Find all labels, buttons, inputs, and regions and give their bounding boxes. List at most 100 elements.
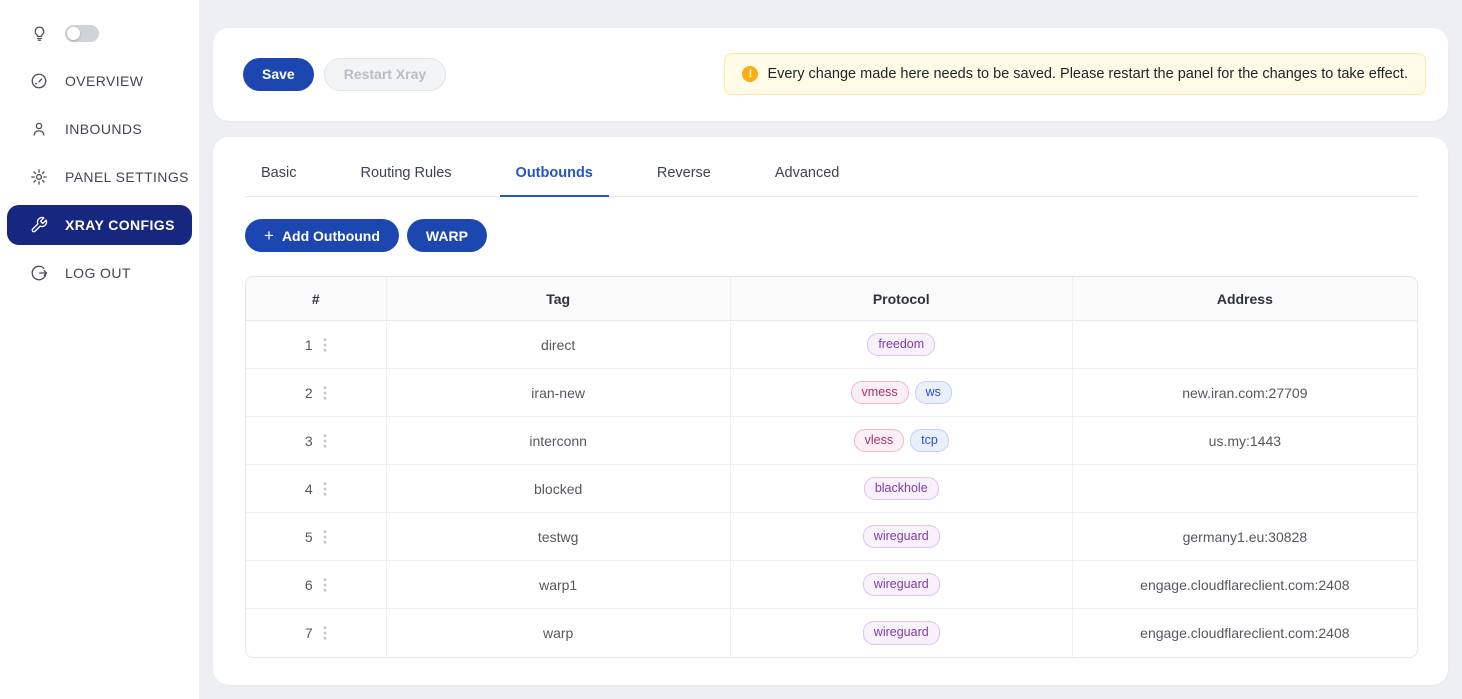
protocol-badge: wireguard xyxy=(862,621,940,645)
sidebar-item-inbounds[interactable]: INBOUNDS xyxy=(0,105,199,153)
sidebar-item-label: PANEL SETTINGS xyxy=(65,169,189,185)
row-menu-icon[interactable] xyxy=(323,481,327,496)
row-number: 4 xyxy=(304,480,313,497)
table-row: 7 warp wireguard engage.cloudflarec xyxy=(246,609,1417,657)
sidebar-item-label: XRAY CONFIGS xyxy=(65,217,175,233)
user-icon xyxy=(30,120,48,138)
dashboard-icon xyxy=(30,72,48,90)
sidebar-item-log-out[interactable]: LOG OUT xyxy=(0,249,199,297)
table-header-row: # Tag Protocol Address xyxy=(246,277,1417,321)
row-number: 5 xyxy=(304,528,313,545)
lightbulb-icon xyxy=(30,24,48,42)
dark-mode-toggle[interactable] xyxy=(65,24,99,42)
table-row: 2 iran-new vmess ws new.iran.com:277 xyxy=(246,369,1417,417)
row-address: new.iran.com:27709 xyxy=(1072,369,1417,417)
tab-routing-rules[interactable]: Routing Rules xyxy=(360,165,452,181)
protocol-badge: ws xyxy=(914,380,952,405)
row-address: us.my:1443 xyxy=(1072,417,1417,465)
warp-button[interactable]: WARP xyxy=(406,219,487,252)
theme-toggle-row xyxy=(0,9,199,57)
row-number-cell: 2 xyxy=(246,369,387,417)
row-protocol-cell: wireguard xyxy=(730,513,1073,561)
outbound-actions: + Add Outbound WARP xyxy=(245,219,1418,252)
sidebar-item-xray-configs[interactable]: XRAY CONFIGS xyxy=(7,205,192,245)
outbounds-table: # Tag Protocol Address 1 xyxy=(245,276,1418,658)
restart-xray-button[interactable]: Restart Xray xyxy=(323,57,447,91)
table-row: 4 blocked blackhole xyxy=(246,465,1417,513)
tab-basic[interactable]: Basic xyxy=(261,165,297,181)
row-number-cell: 1 xyxy=(246,321,387,369)
protocol-badge: vless xyxy=(853,428,905,453)
row-tag: interconn xyxy=(386,417,731,465)
row-number: 6 xyxy=(304,576,313,593)
xray-configs-card: Basic Routing Rules Outbounds Reverse Ad… xyxy=(213,137,1448,685)
col-header-num: # xyxy=(246,277,387,321)
row-number: 7 xyxy=(304,625,313,641)
tab-advanced[interactable]: Advanced xyxy=(774,165,840,181)
row-menu-icon[interactable] xyxy=(323,385,327,400)
row-menu-icon[interactable] xyxy=(323,433,327,448)
row-protocol-cell: wireguard xyxy=(731,609,1073,657)
col-header-protocol: Protocol xyxy=(730,277,1073,321)
row-protocol-cell: blackhole xyxy=(730,465,1073,513)
wrench-icon xyxy=(30,216,48,234)
tab-reverse[interactable]: Reverse xyxy=(656,165,711,181)
row-number-cell: 3 xyxy=(246,417,387,465)
save-button[interactable]: Save xyxy=(243,57,314,91)
row-menu-icon[interactable] xyxy=(323,577,327,592)
col-header-tag: Tag xyxy=(386,277,731,321)
row-number-cell: 7 xyxy=(246,609,387,657)
sidebar-item-panel-settings[interactable]: PANEL SETTINGS xyxy=(0,153,199,201)
add-outbound-button[interactable]: + Add Outbound xyxy=(245,219,399,252)
protocol-badge: wireguard xyxy=(862,524,940,549)
sidebar-item-label: LOG OUT xyxy=(65,265,131,281)
logout-icon xyxy=(30,264,48,282)
protocol-badge: tcp xyxy=(910,428,949,453)
row-tag: warp xyxy=(387,609,731,657)
protocol-badge: wireguard xyxy=(862,572,940,597)
row-number: 1 xyxy=(304,336,313,353)
table-row: 5 testwg wireguard germany1.eu:3082 xyxy=(246,513,1417,561)
table-row: 6 warp1 wireguard engage.cloudflare xyxy=(246,561,1417,609)
sidebar-item-label: OVERVIEW xyxy=(65,73,144,89)
protocol-badge: vmess xyxy=(850,380,909,405)
sidebar-item-label: INBOUNDS xyxy=(65,121,143,137)
sidebar: OVERVIEW INBOUNDS PANEL SETTINGS XRAY CO… xyxy=(0,0,199,699)
gear-icon xyxy=(30,168,48,186)
table-row: 3 interconn vless tcp us.my:1443 xyxy=(246,417,1417,465)
protocol-badge: blackhole xyxy=(863,476,939,501)
sidebar-item-overview[interactable]: OVERVIEW xyxy=(0,57,199,105)
row-menu-icon[interactable] xyxy=(323,337,327,352)
row-tag: direct xyxy=(386,321,731,369)
col-header-address: Address xyxy=(1072,277,1417,321)
row-number-cell: 6 xyxy=(246,561,387,609)
plus-icon: + xyxy=(264,225,274,245)
row-menu-icon[interactable] xyxy=(323,626,327,640)
table-body: 1 direct freedom xyxy=(246,321,1417,657)
row-menu-icon[interactable] xyxy=(323,529,327,544)
toolbar-card: Save Restart Xray ! Every change made he… xyxy=(213,28,1448,121)
row-number-cell: 5 xyxy=(246,513,387,561)
row-address xyxy=(1072,465,1417,513)
row-number: 3 xyxy=(304,432,313,449)
toggle-knob xyxy=(67,26,80,40)
warning-icon: ! xyxy=(742,66,759,82)
add-outbound-label: Add Outbound xyxy=(281,227,380,244)
table-row: 1 direct freedom xyxy=(246,321,1417,369)
save-warning-alert: ! Every change made here needs to be sav… xyxy=(724,53,1426,95)
row-tag: warp1 xyxy=(386,561,731,609)
row-number: 2 xyxy=(304,384,313,401)
row-address xyxy=(1072,321,1417,369)
row-tag: blocked xyxy=(386,465,731,513)
alert-text: Every change made here needs to be saved… xyxy=(767,66,1408,82)
row-address: engage.cloudflareclient.com:2408 xyxy=(1140,625,1350,641)
row-number-cell: 4 xyxy=(246,465,387,513)
row-protocol-cell: vless tcp xyxy=(730,417,1073,465)
config-tabs: Basic Routing Rules Outbounds Reverse Ad… xyxy=(245,165,1418,197)
row-address: engage.cloudflareclient.com:2408 xyxy=(1072,561,1417,609)
row-tag: iran-new xyxy=(386,369,731,417)
row-protocol-cell: wireguard xyxy=(730,561,1073,609)
content-area: Save Restart Xray ! Every change made he… xyxy=(199,0,1462,699)
tab-outbounds[interactable]: Outbounds xyxy=(499,165,610,197)
protocol-badge: freedom xyxy=(867,332,936,357)
